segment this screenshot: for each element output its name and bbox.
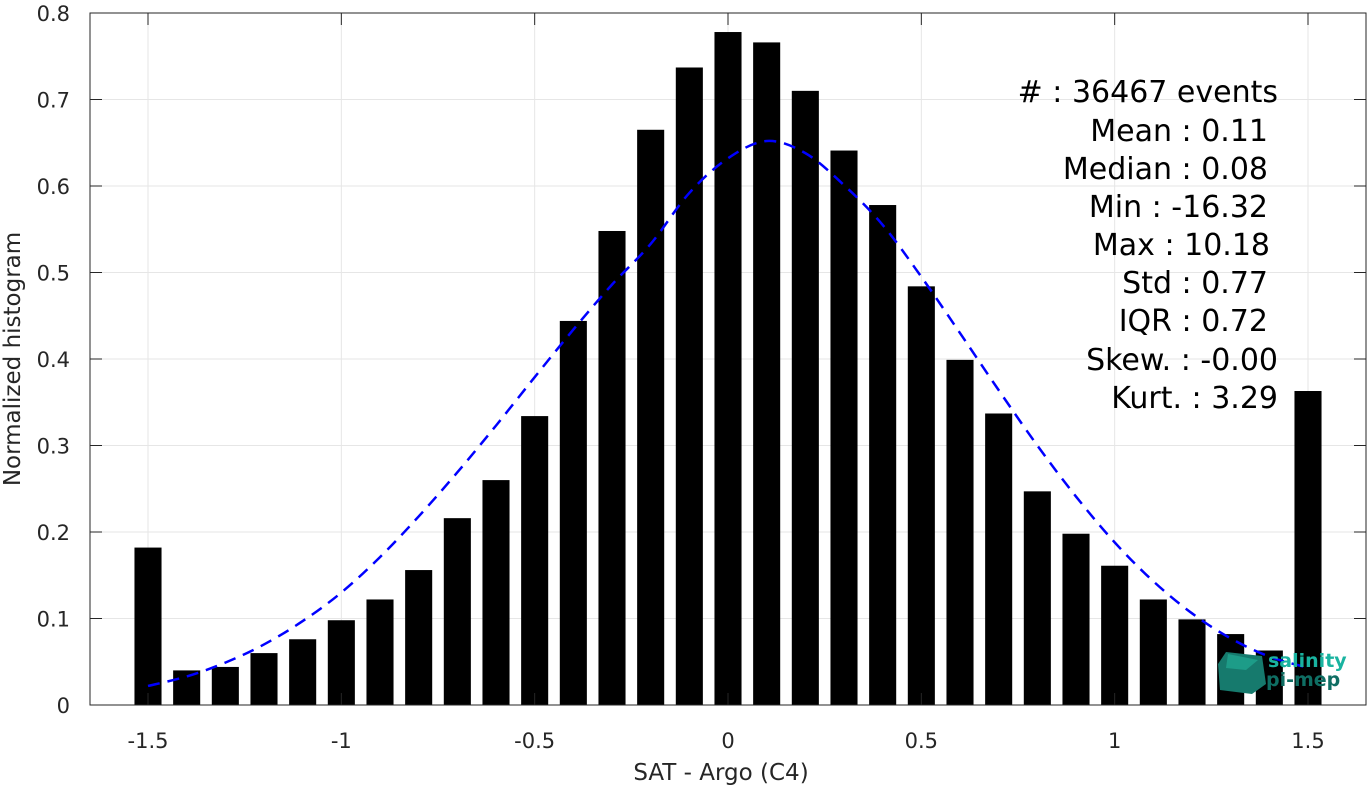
histogram-bar <box>753 42 781 706</box>
histogram-bar <box>250 653 278 705</box>
histogram-bar <box>830 150 858 705</box>
stats-max: Max : 10.18 <box>1093 228 1270 263</box>
y-tick-label: 0.1 <box>37 608 70 632</box>
histogram-bar <box>714 32 742 705</box>
y-tick-label: 0.5 <box>37 262 70 286</box>
stats-min: Min : -16.32 <box>1089 190 1268 225</box>
histogram-bar <box>791 90 819 706</box>
histogram-bar <box>1139 599 1167 705</box>
y-tick-label: 0 <box>57 694 70 718</box>
stats-mean: Mean : 0.11 <box>1090 114 1268 149</box>
histogram-bar <box>366 599 394 705</box>
y-tick-label: 0.7 <box>37 89 70 113</box>
histogram-bar <box>1062 533 1090 705</box>
y-axis-label: Normalized histogram <box>0 232 26 486</box>
y-tick-label: 0.6 <box>37 175 70 199</box>
x-tick-label: 0 <box>721 729 734 753</box>
stats-events: # : 36467 events <box>1018 75 1278 110</box>
histogram-bar <box>211 666 239 705</box>
x-axis-label: SAT - Argo (C4) <box>633 760 808 786</box>
stats-kurt: Kurt. : 3.29 <box>1111 381 1278 416</box>
stats-iqr: IQR : 0.72 <box>1119 304 1268 339</box>
stats-std: Std : 0.77 <box>1122 266 1268 301</box>
histogram-bar <box>675 67 703 706</box>
axis-ticks <box>90 12 1366 706</box>
stats-panel: # : 36467 events Mean : 0.11 Median : 0.… <box>1018 75 1278 416</box>
histogram-bars <box>134 32 1322 706</box>
histogram-bar <box>869 205 897 705</box>
histogram-bar <box>521 416 549 705</box>
histogram-bar <box>907 286 935 705</box>
histogram-bar <box>1178 619 1206 705</box>
stats-median: Median : 0.08 <box>1063 152 1268 187</box>
y-tick-label: 0.8 <box>37 2 70 26</box>
x-tick-label: 1.5 <box>1291 729 1324 753</box>
x-tick-labels: -1.5 -1 -0.5 0 0.5 1 1.5 <box>128 729 1325 753</box>
histogram-bar <box>598 230 626 706</box>
histogram-bar <box>1101 565 1129 705</box>
x-tick-label: -1.5 <box>128 729 169 753</box>
y-tick-labels: 0 0.1 0.2 0.3 0.4 0.5 0.6 0.7 0.8 <box>37 2 70 718</box>
histogram-bar <box>637 129 665 705</box>
x-tick-label: -0.5 <box>514 729 555 753</box>
gaussian-fit-curve <box>147 139 1309 688</box>
logo-text-line1: salinity <box>1268 650 1347 672</box>
salinity-pimep-logo: salinity pi-mep <box>1218 650 1347 694</box>
histogram-bar <box>327 620 355 705</box>
x-tick-label: 1 <box>1108 729 1121 753</box>
logo-text-line2: pi-mep <box>1266 669 1340 691</box>
y-tick-label: 0.4 <box>37 348 70 372</box>
histogram-bar <box>1023 491 1051 705</box>
histogram-bar <box>1294 391 1322 705</box>
y-tick-label: 0.3 <box>37 435 70 459</box>
stats-skew: Skew. : -0.00 <box>1086 343 1278 378</box>
logo-mark-highlight-icon <box>1226 654 1258 670</box>
x-tick-label: -1 <box>331 729 352 753</box>
histogram-bar <box>946 359 974 705</box>
x-tick-label: 0.5 <box>905 729 938 753</box>
histogram-bar <box>559 320 587 705</box>
histogram-bar <box>173 670 201 705</box>
y-tick-label: 0.2 <box>37 521 70 545</box>
histogram-bar <box>289 639 317 705</box>
histogram-bar <box>985 413 1013 705</box>
histogram-bar <box>443 518 471 705</box>
histogram-bar <box>405 570 433 705</box>
histogram-bar <box>134 547 162 705</box>
histogram-bar <box>482 480 510 705</box>
